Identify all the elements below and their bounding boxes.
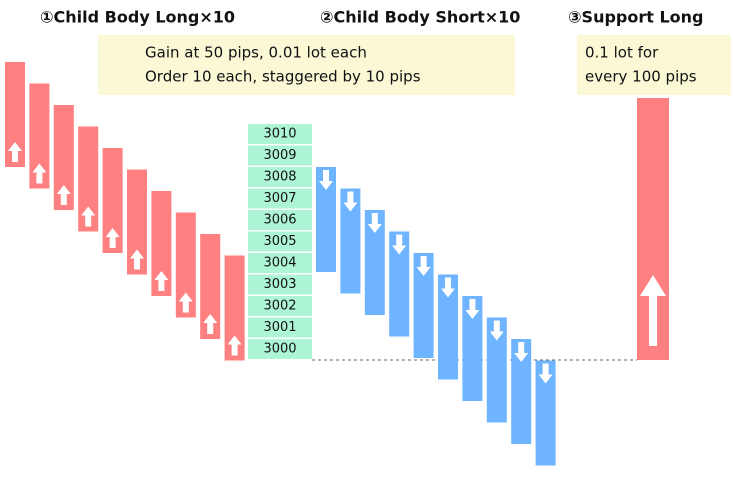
- note-box: [577, 35, 731, 95]
- long-bar: [29, 83, 50, 189]
- price-cell: [248, 317, 312, 338]
- up-arrow: [154, 271, 169, 291]
- price-label: 3000: [263, 342, 296, 357]
- price-label: 3006: [263, 213, 296, 228]
- up-arrow: [56, 185, 71, 205]
- long-bar: [224, 255, 245, 361]
- note-line: Order 10 each, staggered by 10 pips: [145, 68, 421, 86]
- down-arrow: [489, 320, 504, 341]
- price-cell: [248, 253, 312, 273]
- price-label: 3009: [263, 148, 296, 163]
- down-arrow: [319, 170, 333, 190]
- down-arrow: [367, 213, 382, 233]
- short-bar: [413, 253, 434, 358]
- down-arrow: [465, 299, 480, 319]
- long-bar: [5, 62, 25, 167]
- up-arrow: [81, 206, 96, 227]
- long-bar: [78, 126, 99, 232]
- up-arrow: [32, 163, 47, 184]
- note-line: 0.1 lot for: [585, 44, 659, 62]
- price-cell: [248, 210, 312, 230]
- note-line: Gain at 50 pips, 0.01 lot each: [145, 44, 367, 62]
- up-arrow: [227, 335, 242, 356]
- short-bar: [462, 296, 483, 401]
- price-cell: [248, 296, 312, 316]
- up-arrow: [130, 249, 144, 270]
- up-arrow: [105, 228, 120, 248]
- up-arrow: [178, 292, 193, 313]
- price-cell: [248, 124, 312, 144]
- down-arrow: [416, 256, 431, 276]
- heading: ②Child Body Short×10: [320, 8, 520, 27]
- long-bar: [200, 234, 221, 339]
- price-label: 3004: [263, 256, 296, 271]
- long-bar: [102, 148, 123, 253]
- heading: ①Child Body Long×10: [40, 8, 235, 27]
- price-label: 3003: [263, 277, 296, 292]
- long-bar: [151, 191, 172, 296]
- up-arrow: [8, 142, 22, 162]
- short-bar: [389, 231, 410, 337]
- down-arrow: [538, 363, 553, 384]
- short-bar: [316, 167, 336, 272]
- short-bar: [535, 360, 556, 466]
- price-cell: [248, 231, 312, 252]
- up-arrow: [203, 314, 218, 334]
- heading: ③Support Long: [568, 8, 704, 27]
- price-label: 3001: [263, 320, 296, 335]
- down-arrow: [441, 277, 455, 298]
- note-box: [98, 35, 515, 95]
- down-arrow: [392, 234, 407, 255]
- short-bar: [340, 188, 361, 294]
- price-cell: [248, 145, 312, 166]
- short-bar: [364, 210, 385, 315]
- price-label: 3002: [263, 299, 296, 314]
- short-bar: [486, 317, 507, 423]
- price-label: 3005: [263, 234, 296, 249]
- long-bar: [175, 212, 196, 318]
- price-cell: [248, 167, 312, 187]
- price-label: 3008: [263, 170, 296, 185]
- price-cell: [248, 274, 312, 295]
- short-bar: [511, 339, 532, 444]
- price-label: 3010: [263, 127, 296, 142]
- long-bar: [127, 169, 147, 275]
- up-arrow: [640, 275, 666, 346]
- down-arrow: [343, 191, 358, 212]
- note-line: every 100 pips: [585, 68, 697, 86]
- price-label: 3007: [263, 191, 296, 206]
- long-bar: [53, 105, 74, 210]
- price-cell: [248, 339, 312, 359]
- down-arrow: [514, 342, 529, 362]
- short-bar: [438, 274, 458, 380]
- price-cell: [248, 188, 312, 209]
